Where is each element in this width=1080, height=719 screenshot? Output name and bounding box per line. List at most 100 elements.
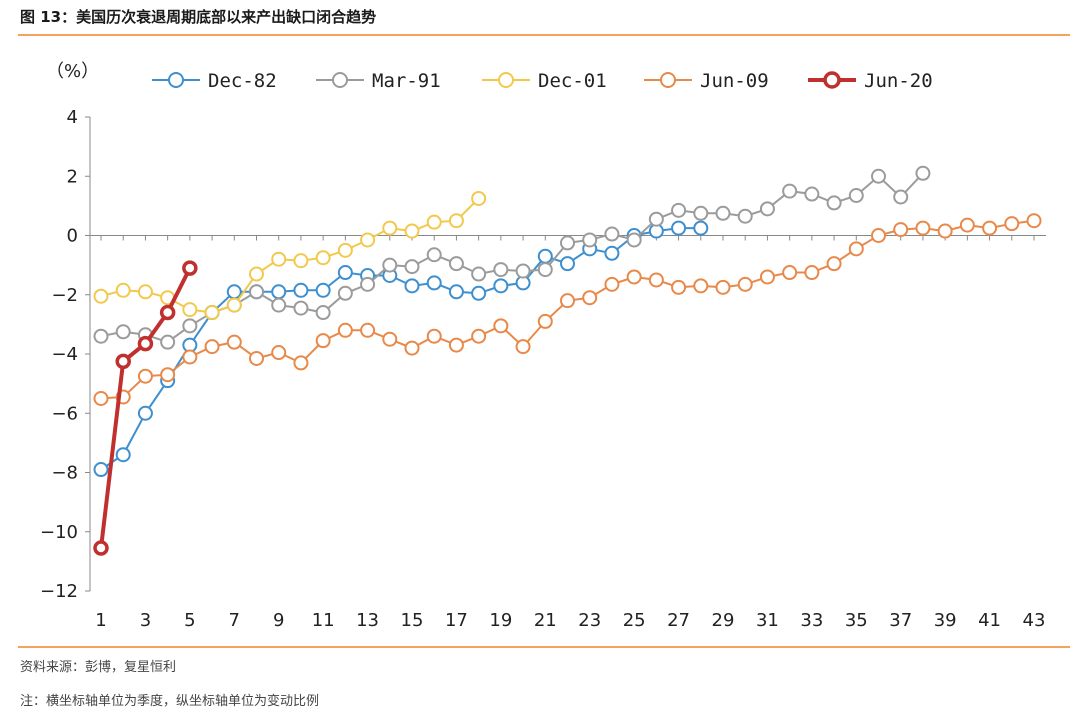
- data-point-jun-09: [982, 220, 998, 236]
- data-point-mar-91: [871, 168, 886, 184]
- data-point-jun-09: [804, 265, 820, 281]
- legend-label: Jun-20: [864, 70, 933, 92]
- data-point-mar-91: [471, 266, 487, 282]
- series-layer: [93, 165, 1042, 556]
- data-point-mar-91: [337, 285, 353, 301]
- data-point-dec-01: [448, 213, 464, 229]
- data-point-mar-91: [848, 188, 864, 204]
- data-point-mar-91: [493, 262, 509, 278]
- data-point-dec-01: [426, 214, 442, 230]
- data-point-mar-91: [604, 226, 620, 242]
- data-point-mar-91: [249, 284, 264, 300]
- data-point-jun-09: [137, 368, 153, 384]
- data-point-mar-91: [693, 205, 709, 221]
- data-point-mar-91: [826, 195, 842, 211]
- series-dec-82: [93, 220, 709, 478]
- y-tick-label: −4: [51, 344, 78, 365]
- x-tick-label: 11: [312, 610, 335, 631]
- legend-label: Mar-91: [372, 70, 441, 92]
- data-point-mar-91: [382, 257, 398, 273]
- data-point-jun-09: [1026, 213, 1042, 229]
- data-point-jun-09: [915, 220, 931, 236]
- data-point-jun-09: [337, 322, 353, 338]
- data-point-jun-09: [493, 318, 509, 334]
- data-point-mar-91: [582, 232, 598, 248]
- legend-item-dec-01: Dec-01: [482, 70, 607, 92]
- data-point-jun-09: [160, 367, 176, 383]
- data-point-jun-20: [115, 353, 131, 370]
- data-point-jun-09: [426, 328, 442, 344]
- data-point-jun-09: [582, 290, 598, 306]
- data-point-jun-09: [937, 223, 953, 239]
- x-tick-label: 9: [273, 610, 284, 631]
- data-point-jun-09: [448, 337, 464, 353]
- data-point-dec-01: [137, 284, 153, 300]
- x-tick-label: 13: [356, 610, 379, 631]
- data-point-jun-09: [182, 349, 198, 365]
- x-tick-label: 31: [756, 610, 779, 631]
- data-point-dec-01: [471, 190, 487, 206]
- series-line-mar-91: [100, 172, 924, 344]
- y-tick-label: −12: [40, 581, 78, 602]
- y-tick-label: −8: [51, 463, 78, 484]
- legend-swatch-marker: [498, 72, 514, 88]
- x-tick-label: 7: [229, 610, 240, 631]
- data-point-jun-09: [959, 217, 975, 233]
- x-tick-label: 21: [534, 610, 557, 631]
- x-tick-label: 23: [578, 610, 601, 631]
- x-tick-label: 41: [978, 610, 1001, 631]
- x-tick-label: 43: [1023, 610, 1046, 631]
- x-tick-label: 33: [800, 610, 823, 631]
- data-point-jun-20: [93, 540, 109, 556]
- data-point-mar-91: [648, 211, 664, 227]
- legend: Dec-82 Mar-91 Dec-01 Jun-09 Jun-20: [152, 70, 933, 92]
- legend-swatch-marker: [332, 72, 348, 88]
- legend-label: Dec-82: [208, 70, 277, 92]
- data-point-mar-91: [782, 183, 798, 199]
- data-point-dec-82: [471, 285, 487, 301]
- data-point-dec-01: [315, 250, 331, 266]
- data-point-mar-91: [271, 297, 287, 313]
- data-point-mar-91: [160, 334, 176, 350]
- x-tick-label: 1: [95, 610, 106, 631]
- data-point-dec-82: [671, 220, 687, 236]
- data-point-dec-82: [337, 265, 353, 281]
- data-point-mar-91: [515, 263, 531, 279]
- legend-swatch-marker: [168, 72, 184, 88]
- data-point-jun-09: [626, 269, 642, 285]
- data-point-jun-09: [871, 228, 886, 243]
- data-point-jun-09: [782, 265, 798, 281]
- data-point-mar-91: [115, 324, 131, 340]
- data-point-mar-91: [537, 262, 553, 278]
- x-tick-label: 35: [845, 610, 868, 631]
- data-point-jun-09: [671, 279, 687, 295]
- x-tick-label: 37: [889, 610, 912, 631]
- legend-item-jun-09: Jun-09: [644, 70, 769, 92]
- data-point-jun-09: [226, 334, 242, 350]
- data-point-dec-82: [226, 284, 242, 300]
- data-point-dec-01: [404, 223, 420, 239]
- data-point-mar-91: [560, 235, 575, 251]
- legend-swatch-marker: [660, 72, 676, 88]
- data-point-mar-91: [93, 328, 109, 344]
- x-tick-label: 15: [401, 610, 424, 631]
- data-point-mar-91: [759, 201, 775, 217]
- data-point-dec-82: [93, 462, 109, 478]
- chart-title: 图 13：美国历次衰退周期底部以来产出缺口闭合趋势: [20, 8, 377, 26]
- x-tick-label: 19: [489, 610, 512, 631]
- legend-item-dec-82: Dec-82: [152, 70, 277, 92]
- data-point-dec-82: [115, 447, 131, 463]
- x-tick-label: 29: [712, 610, 735, 631]
- y-tick-label: 4: [67, 107, 78, 128]
- data-point-jun-09: [382, 331, 398, 347]
- data-point-dec-82: [137, 405, 153, 421]
- data-point-dec-82: [426, 275, 442, 291]
- data-point-mar-91: [626, 232, 642, 248]
- data-point-jun-09: [315, 333, 331, 349]
- data-point-jun-09: [471, 328, 487, 344]
- data-point-dec-82: [560, 256, 575, 272]
- y-axis-unit-label: （%）: [46, 61, 99, 82]
- series-jun-20: [93, 260, 198, 556]
- axis-unit-note: 注：横坐标轴单位为季度，纵坐标轴单位为变动比例: [20, 694, 320, 709]
- data-point-mar-91: [893, 189, 909, 205]
